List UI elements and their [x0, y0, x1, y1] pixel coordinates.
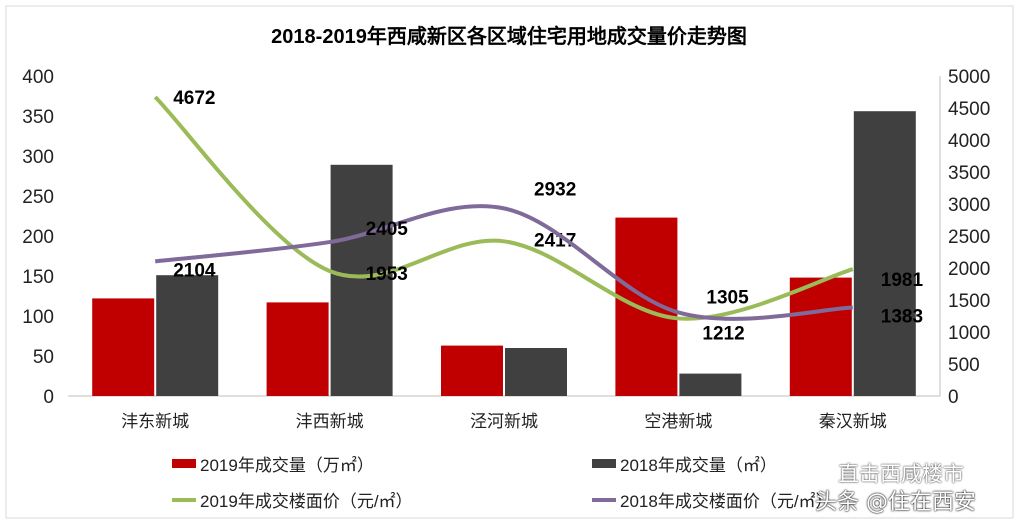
legend-label: 2019年成交楼面价（元/㎡）: [200, 492, 413, 511]
data-label: 2417: [534, 230, 576, 251]
right-tick-label: 4000: [948, 131, 990, 152]
legend-swatch: [592, 459, 616, 468]
left-tick-label: 350: [22, 107, 54, 128]
chart-title: 2018-2019年西咸新区各区域住宅用地成交量价走势图: [271, 24, 747, 48]
right-tick-label: 5000: [948, 67, 990, 88]
left-tick-label: 200: [22, 227, 54, 248]
data-label: 4672: [173, 88, 215, 109]
right-tick-label: 3500: [948, 163, 990, 184]
left-tick-label: 300: [22, 147, 54, 168]
bar-2019: [92, 298, 155, 396]
right-tick-label: 2500: [948, 227, 990, 248]
category-label: 空港新城: [644, 412, 712, 431]
data-label: 1383: [881, 306, 923, 327]
left-tick-label: 250: [22, 187, 54, 208]
bar-2018: [505, 348, 567, 396]
left-tick-label: 0: [43, 387, 54, 408]
right-tick-label: 2000: [948, 259, 990, 280]
left-tick-label: 150: [22, 267, 54, 288]
bar-2019: [441, 345, 503, 396]
bar-2019: [789, 277, 852, 396]
right-tick-label: 3000: [948, 195, 990, 216]
bar-2018: [853, 111, 916, 396]
right-tick-label: 0: [948, 387, 959, 408]
bar-2018: [330, 164, 393, 396]
right-tick-label: 4500: [948, 99, 990, 120]
data-label: 2405: [366, 219, 409, 240]
left-tick-label: 100: [22, 307, 54, 328]
line-2019: [153, 95, 854, 321]
line-2018: [154, 204, 853, 321]
bar-2018: [679, 373, 742, 396]
data-label: 1981: [881, 270, 924, 291]
bar-2019: [266, 302, 329, 396]
data-label: 2932: [534, 179, 576, 200]
right-tick-label: 1000: [948, 323, 990, 344]
chart-border: [5, 5, 1014, 519]
legend-label: 2018年成交楼面价（元/㎡）: [620, 492, 833, 511]
category-label: 沣东新城: [121, 412, 189, 431]
data-label: 1305: [706, 287, 749, 308]
left-tick-label: 400: [22, 67, 54, 88]
right-tick-label: 1500: [948, 291, 990, 312]
data-label: 2104: [173, 260, 216, 281]
legend-swatch: [172, 459, 196, 468]
right-tick-label: 500: [948, 355, 980, 376]
category-label: 沣西新城: [296, 412, 364, 431]
category-label: 秦汉新城: [819, 412, 887, 431]
bar-2018: [156, 275, 219, 396]
data-label: 1953: [366, 264, 408, 285]
left-tick-label: 50: [33, 347, 54, 368]
legend-label: 2018年成交量（㎡）: [620, 456, 777, 475]
watermark-bottom: 头条 @住在西安: [815, 490, 976, 515]
category-label: 泾河新城: [470, 412, 538, 431]
data-label: 1212: [702, 323, 744, 344]
legend-label: 2019年成交量（万㎡）: [200, 456, 374, 475]
watermark-top: 直击西咸楼市: [838, 462, 964, 486]
